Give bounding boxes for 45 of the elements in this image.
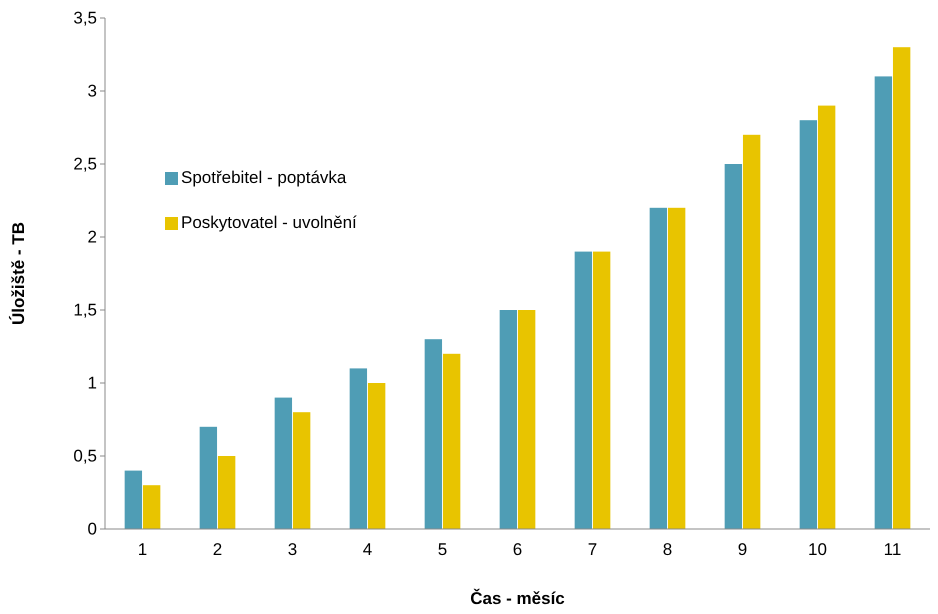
bar (442, 354, 460, 529)
x-tick-label: 11 (884, 540, 902, 560)
legend-label: Spotřebitel - poptávka (181, 168, 347, 187)
bar (650, 208, 668, 529)
x-tick-label: 10 (808, 540, 827, 560)
bar (292, 412, 310, 529)
x-tick-label: 9 (738, 540, 748, 560)
bar (874, 76, 892, 529)
y-axis-title: Úložiště - TB (8, 222, 28, 325)
x-tick-label: 5 (438, 540, 448, 560)
bar (742, 134, 760, 529)
y-tick-label: 0,5 (73, 446, 97, 466)
bar (668, 208, 686, 529)
y-tick-label: 0 (88, 519, 97, 538)
bar (124, 470, 142, 529)
bar (592, 252, 610, 529)
bar (892, 47, 910, 529)
bar (500, 310, 518, 529)
bar (142, 485, 160, 529)
y-tick-label: 2,5 (73, 154, 97, 174)
y-tick-label: 3 (88, 81, 97, 100)
bar (818, 106, 836, 529)
x-tick-label: 6 (512, 540, 522, 560)
bar (218, 456, 236, 529)
legend-label: Poskytovatel - uvolnění (181, 213, 358, 232)
x-tick-label: 4 (362, 540, 372, 560)
y-tick-label: 2 (88, 227, 97, 246)
x-tick-label: 8 (662, 540, 672, 560)
bar (574, 252, 592, 529)
bar (724, 164, 742, 529)
y-tick-label: 3,5 (73, 8, 97, 28)
x-tick-label: 7 (588, 540, 598, 560)
bar (424, 339, 442, 529)
bar (350, 368, 368, 529)
y-tick-label: 1,5 (73, 300, 97, 320)
x-tick-label: 3 (288, 540, 298, 560)
bar (518, 310, 536, 529)
y-tick-label: 1 (88, 373, 97, 392)
bar (800, 120, 818, 529)
bar (368, 383, 386, 529)
x-tick-label: 1 (138, 540, 148, 560)
x-axis-title: Čas - měsíc (470, 588, 565, 608)
bar (274, 398, 292, 529)
x-tick-label: 2 (212, 540, 222, 560)
bar (200, 426, 218, 529)
